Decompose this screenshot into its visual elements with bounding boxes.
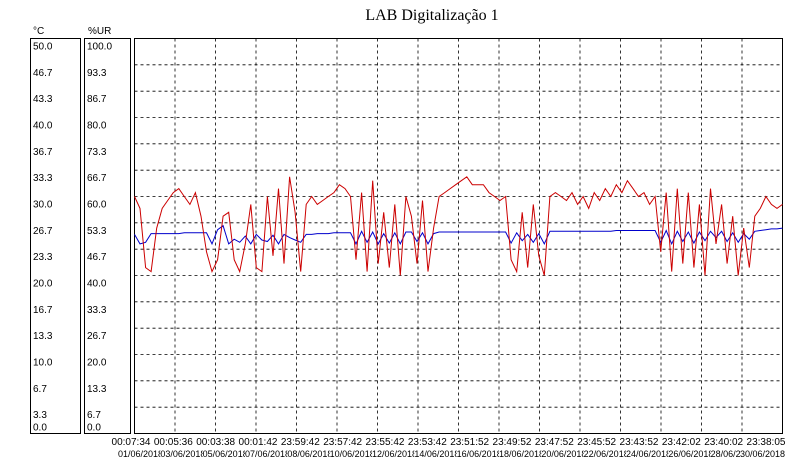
date-backdrop: [245, 449, 305, 460]
x-date-label: 10/06/2018: [330, 449, 375, 459]
y-axis-box: [30, 38, 81, 434]
x-tick-label: 00:03:38: [196, 437, 235, 448]
y-tick-label: 23.3: [33, 252, 53, 263]
y-tick-label: 40.0: [33, 121, 53, 132]
x-date-label: 20/06/2018: [541, 449, 586, 459]
date-backdrop: [668, 449, 729, 460]
x-tick-label: 00:07:34: [112, 437, 151, 448]
y-tick-label: 33.3: [33, 173, 53, 184]
date-backdrop: [740, 449, 786, 460]
x-date-label: 01/06/2018: [118, 449, 163, 459]
date-backdrop: [372, 449, 432, 460]
y2-tick-label: 13.3: [87, 384, 107, 395]
x-date-label: 28/06/2018: [711, 449, 756, 459]
x-date-label: 14/06/2018: [414, 449, 459, 459]
x-tick-label: 23:42:02: [662, 437, 701, 448]
y-tick-label: 10.0: [33, 358, 53, 369]
y-tick-label: 46.7: [33, 68, 53, 79]
y2-tick-label: 100.0: [87, 42, 112, 53]
x-date-label: 08/06/2018: [287, 449, 332, 459]
y-tick-label: 26.7: [33, 226, 53, 237]
y2-tick-label: 86.7: [87, 94, 107, 105]
date-backdrop: [456, 449, 517, 460]
x-tick-label: 23:55:42: [366, 437, 405, 448]
y2-tick-label: 40.0: [87, 279, 107, 290]
x-tick-label: 23:57:42: [323, 437, 362, 448]
x-tick-label: 23:38:05: [747, 437, 786, 448]
y-tick-label: 0.0: [33, 423, 47, 434]
x-date-label: 16/06/2018: [457, 449, 502, 459]
series-line: [134, 176, 783, 276]
x-date-label: 24/06/2018: [626, 449, 671, 459]
chart-title: LAB Digitalização 1: [365, 7, 498, 24]
y-tick-label: 3.3: [33, 410, 47, 421]
date-backdrop: [202, 449, 263, 460]
y-tick-label: 6.7: [33, 384, 47, 395]
date-backdrop: [118, 449, 178, 460]
date-backdrop: [583, 449, 644, 460]
y2-tick-label: 33.3: [87, 305, 107, 316]
y2-tick-label: 93.3: [87, 68, 107, 79]
x-tick-label: 23:47:52: [535, 437, 574, 448]
x-tick-label: 00:01:42: [239, 437, 278, 448]
y2-tick-label: 46.7: [87, 252, 107, 263]
x-date-label: 18/06/2018: [499, 449, 544, 459]
y2-tick-label: 53.3: [87, 226, 107, 237]
x-tick-label: 23:59:42: [281, 437, 320, 448]
x-tick-label: 23:53:42: [408, 437, 447, 448]
y2-tick-label: 26.7: [87, 331, 107, 342]
date-backdrop: [626, 449, 686, 460]
x-tick-label: 23:49:52: [493, 437, 532, 448]
x-tick-label: 00:05:36: [154, 437, 193, 448]
date-backdrop: [499, 449, 559, 460]
x-tick-label: 23:51:52: [450, 437, 489, 448]
y2-tick-label: 80.0: [87, 121, 107, 132]
date-backdrop: [541, 449, 602, 460]
date-backdrop: [329, 449, 390, 460]
y-axis-label: °C: [33, 26, 44, 37]
y-tick-label: 30.0: [33, 200, 53, 211]
x-date-label: 03/06/2018: [160, 449, 205, 459]
y2-tick-label: 73.3: [87, 147, 107, 158]
date-backdrop: [287, 449, 348, 460]
x-date-label: 22/06/2018: [584, 449, 629, 459]
y-tick-label: 50.0: [33, 42, 53, 53]
date-backdrop: [414, 449, 475, 460]
y2-tick-label: 20.0: [87, 358, 107, 369]
y2-tick-label: 66.7: [87, 173, 107, 184]
date-backdrop: [160, 449, 221, 460]
y-tick-label: 16.7: [33, 305, 53, 316]
y-tick-label: 36.7: [33, 147, 53, 158]
y2-axis-label: %UR: [88, 26, 111, 37]
x-tick-label: 23:40:02: [704, 437, 743, 448]
y-tick-label: 43.3: [33, 94, 53, 105]
x-date-label: 30/06/2018: [740, 449, 785, 459]
y2-tick-label: 6.7: [87, 410, 101, 421]
y2-tick-label: 0.0: [87, 423, 101, 434]
y2-axis-box: [84, 38, 131, 434]
x-date-label: 12/06/2018: [372, 449, 417, 459]
y-tick-label: 13.3: [33, 331, 53, 342]
x-date-label: 07/06/2018: [245, 449, 290, 459]
x-tick-label: 23:43:52: [620, 437, 659, 448]
x-tick-label: 23:45:52: [577, 437, 616, 448]
x-date-label: 26/06/2018: [668, 449, 713, 459]
x-date-label: 05/06/2018: [203, 449, 248, 459]
y2-tick-label: 60.0: [87, 200, 107, 211]
y-tick-label: 20.0: [33, 279, 53, 290]
series-line: [134, 224, 783, 246]
